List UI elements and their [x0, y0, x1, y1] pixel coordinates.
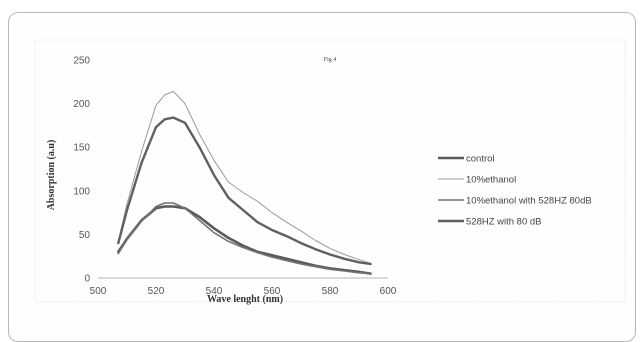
- y-tick-label-5: 250: [73, 56, 90, 67]
- x-tick-label-3: 560: [264, 286, 281, 297]
- figure-frame: [8, 12, 636, 342]
- legend-label-1: control: [466, 153, 495, 164]
- x-tick-label-2: 540: [206, 286, 223, 297]
- plot-area-border: [34, 39, 626, 303]
- series-line-4: [117, 116, 372, 266]
- series-line-1: [117, 205, 372, 275]
- y-axis-title: Absorption (a.u): [46, 140, 57, 211]
- y-axis-ticks: 0 50 100 150 200 250: [73, 56, 90, 285]
- legend-label-2: 10%ethanol: [466, 174, 516, 185]
- x-axis-title: Wave lenght (nm): [207, 294, 283, 305]
- y-tick-label-0: 0: [84, 274, 90, 285]
- x-tick-label-4: 580: [322, 286, 339, 297]
- x-axis-ticks: 500 520 540 560 580 600: [90, 286, 397, 297]
- y-tick-label-3: 150: [73, 143, 90, 154]
- chart-title: Fig 4: [324, 57, 337, 63]
- y-tick-label-1: 50: [79, 230, 91, 241]
- series-line-3: [117, 202, 372, 275]
- x-tick-label-1: 520: [148, 286, 165, 297]
- chart-area: Fig 4 0 50 100 150 200 250 500 520 540 560 580 600…: [34, 39, 626, 305]
- x-tick-label-5: 600: [380, 286, 397, 297]
- y-tick-label-2: 100: [73, 186, 90, 197]
- legend: control 10%ethanol 10%ethanol with 528HZ 8…: [438, 153, 592, 227]
- x-tick-label-0: 500: [90, 286, 107, 297]
- series-line-2: [117, 90, 372, 264]
- legend-label-4: 528HZ with 80 dB: [466, 216, 542, 227]
- y-tick-label-4: 200: [73, 99, 90, 110]
- series-lines: [117, 90, 372, 275]
- legend-label-3: 10%ethanol with 528HZ 80dB: [466, 195, 592, 206]
